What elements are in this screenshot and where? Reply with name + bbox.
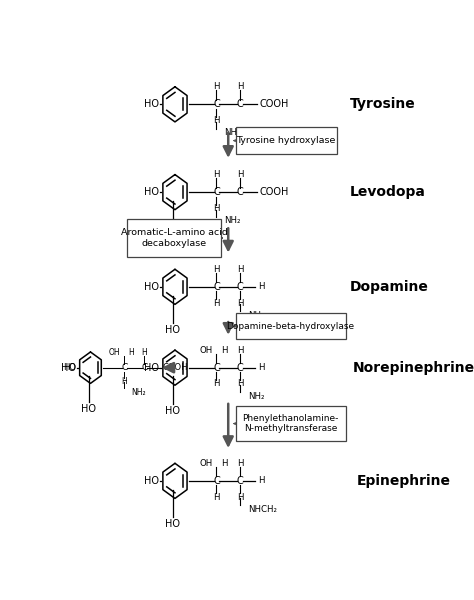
Text: Tyrosine: Tyrosine bbox=[349, 97, 415, 112]
Text: HO: HO bbox=[165, 519, 181, 529]
Text: HO: HO bbox=[63, 363, 76, 372]
Text: Tyrosine hydroxylase: Tyrosine hydroxylase bbox=[237, 136, 336, 145]
Text: H: H bbox=[213, 379, 220, 388]
Text: C: C bbox=[141, 363, 147, 372]
Text: H: H bbox=[142, 348, 147, 357]
Text: C: C bbox=[121, 363, 128, 372]
Text: HO: HO bbox=[144, 100, 159, 109]
Text: OH: OH bbox=[108, 348, 120, 357]
Text: H: H bbox=[237, 298, 244, 307]
Text: Dopamine: Dopamine bbox=[349, 280, 428, 294]
Text: Norepinephrine: Norepinephrine bbox=[353, 361, 474, 374]
FancyBboxPatch shape bbox=[236, 313, 346, 340]
Text: OH: OH bbox=[200, 459, 213, 468]
Text: H: H bbox=[237, 346, 244, 355]
FancyBboxPatch shape bbox=[127, 219, 221, 257]
Text: H: H bbox=[213, 82, 220, 91]
Text: C: C bbox=[213, 187, 220, 197]
Text: C: C bbox=[237, 282, 244, 292]
Text: NH₂: NH₂ bbox=[248, 311, 265, 320]
Text: H: H bbox=[258, 363, 264, 372]
Text: NH₂: NH₂ bbox=[225, 216, 241, 225]
Text: OH: OH bbox=[200, 346, 213, 355]
Text: C: C bbox=[237, 187, 244, 197]
Text: Phenylethanolamine-
N-methyltransferase: Phenylethanolamine- N-methyltransferase bbox=[243, 414, 339, 433]
Text: H: H bbox=[221, 346, 228, 355]
Text: C: C bbox=[213, 282, 220, 292]
Text: NH₂: NH₂ bbox=[248, 392, 265, 401]
Text: COOH: COOH bbox=[259, 187, 289, 197]
Text: HO: HO bbox=[165, 406, 181, 416]
Text: C: C bbox=[237, 476, 244, 486]
Text: H: H bbox=[121, 377, 127, 386]
Text: C: C bbox=[213, 100, 220, 109]
Text: HO: HO bbox=[144, 362, 159, 373]
Text: H: H bbox=[128, 348, 135, 357]
FancyBboxPatch shape bbox=[236, 127, 337, 154]
Text: NHCH₂: NHCH₂ bbox=[248, 505, 277, 514]
Text: H: H bbox=[221, 459, 228, 468]
Text: Dopamine-beta-hydroxylase: Dopamine-beta-hydroxylase bbox=[227, 322, 355, 331]
Text: H: H bbox=[213, 265, 220, 274]
FancyBboxPatch shape bbox=[236, 406, 346, 441]
Text: NH₂: NH₂ bbox=[225, 128, 241, 137]
Text: H: H bbox=[213, 204, 220, 213]
Text: H: H bbox=[237, 265, 244, 274]
Text: H: H bbox=[258, 476, 264, 485]
Text: Aromatic-L-amino acid
decaboxylase: Aromatic-L-amino acid decaboxylase bbox=[120, 228, 228, 248]
Text: H: H bbox=[237, 82, 244, 91]
Text: H: H bbox=[258, 283, 264, 292]
Text: COOH: COOH bbox=[259, 100, 289, 109]
Text: C: C bbox=[237, 362, 244, 373]
Text: COOH: COOH bbox=[162, 363, 188, 372]
Text: C: C bbox=[213, 476, 220, 486]
Text: H: H bbox=[213, 298, 220, 307]
Text: H: H bbox=[213, 116, 220, 125]
Text: HO: HO bbox=[144, 187, 159, 197]
Text: Epinephrine: Epinephrine bbox=[357, 474, 451, 488]
Text: H: H bbox=[237, 170, 244, 179]
Text: Levodopa: Levodopa bbox=[349, 185, 425, 199]
Text: H: H bbox=[213, 170, 220, 179]
Text: NH₂: NH₂ bbox=[131, 388, 146, 397]
Text: HO: HO bbox=[144, 476, 159, 486]
Text: C: C bbox=[237, 100, 244, 109]
Text: H: H bbox=[237, 459, 244, 468]
Text: HO: HO bbox=[144, 282, 159, 292]
Text: C: C bbox=[213, 362, 220, 373]
Text: H: H bbox=[237, 379, 244, 388]
Text: HO: HO bbox=[81, 404, 96, 414]
Text: HO: HO bbox=[165, 230, 181, 240]
Text: HO: HO bbox=[165, 325, 181, 335]
Text: HO: HO bbox=[61, 362, 76, 373]
Text: H: H bbox=[213, 493, 220, 502]
Text: H: H bbox=[237, 493, 244, 502]
